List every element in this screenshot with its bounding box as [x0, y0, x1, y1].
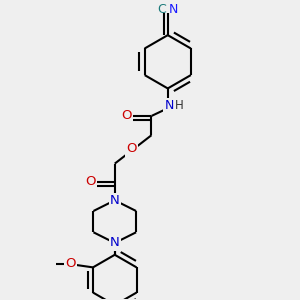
Text: N: N — [165, 99, 174, 112]
Text: O: O — [122, 110, 132, 122]
Text: N: N — [110, 194, 120, 207]
Text: C: C — [157, 3, 166, 16]
Text: N: N — [110, 236, 120, 250]
Text: N: N — [169, 3, 178, 16]
Text: O: O — [126, 142, 137, 155]
Text: H: H — [175, 99, 184, 112]
Text: O: O — [85, 176, 95, 188]
Text: O: O — [65, 257, 76, 270]
